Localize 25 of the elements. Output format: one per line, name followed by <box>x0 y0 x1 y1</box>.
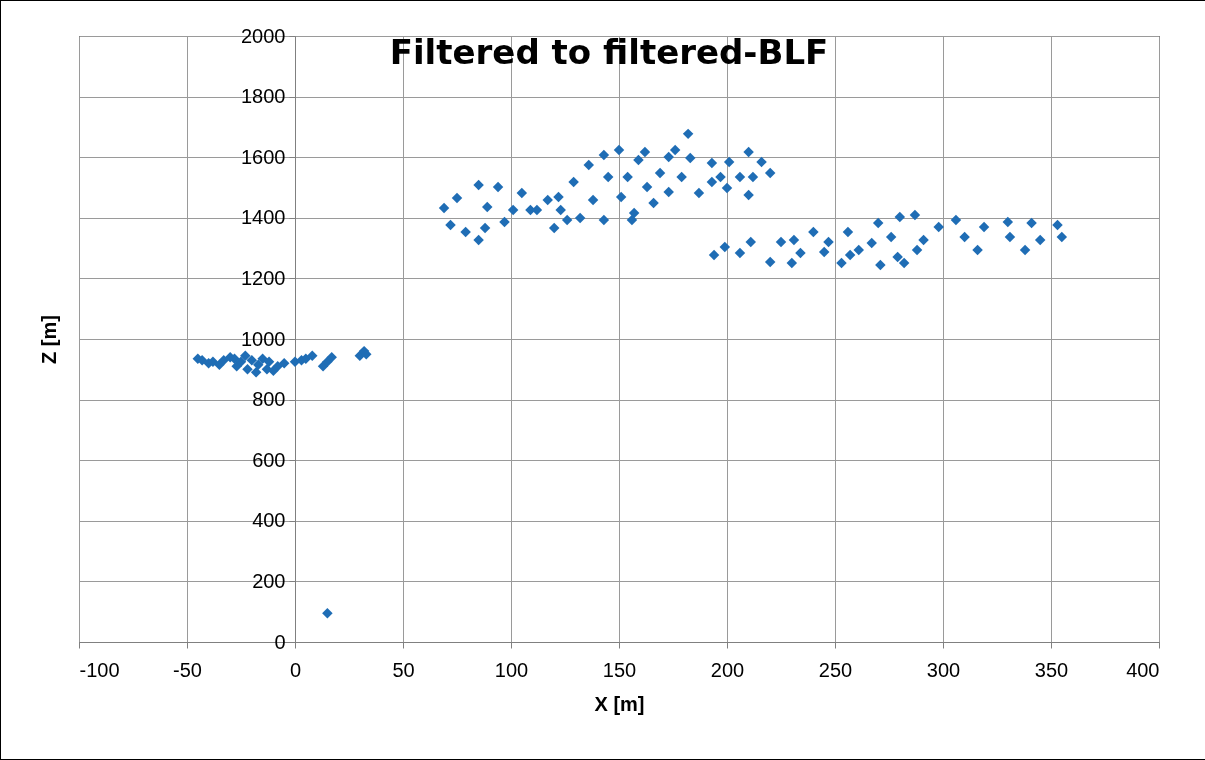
chart-title: Filtered to filtered-BLF <box>389 32 829 72</box>
x-tick-label: 350 <box>1034 658 1069 681</box>
y-tick-label: 400 <box>252 509 286 532</box>
y-tick-label: 200 <box>252 569 286 592</box>
x-tick-label: 100 <box>494 658 529 681</box>
x-tick-label: 200 <box>710 658 745 681</box>
y-axis-title: Z [m] <box>37 315 60 364</box>
x-tick-label: 250 <box>818 658 853 681</box>
y-tick-label: 600 <box>252 448 286 471</box>
y-tick-label: 800 <box>252 388 286 411</box>
x-tick-label: 400 <box>1126 658 1160 681</box>
y-tick-label: 0 <box>274 630 286 653</box>
x-axis-title: X [m] <box>594 692 645 715</box>
x-tick-label: -100 <box>79 658 120 681</box>
x-tick-label: -50 <box>173 658 202 681</box>
x-tick-label: 50 <box>392 658 415 681</box>
y-tick-label: 1000 <box>241 327 286 350</box>
y-tick-label: 1400 <box>241 206 286 229</box>
y-tick-label: 2000 <box>241 24 286 47</box>
y-tick-label: 1200 <box>241 266 286 289</box>
x-tick-label: 150 <box>602 658 637 681</box>
x-tick-label: 300 <box>926 658 961 681</box>
x-tick-label: 0 <box>289 658 302 681</box>
y-tick-label: 1800 <box>241 85 286 108</box>
y-tick-label: 1600 <box>241 145 286 168</box>
